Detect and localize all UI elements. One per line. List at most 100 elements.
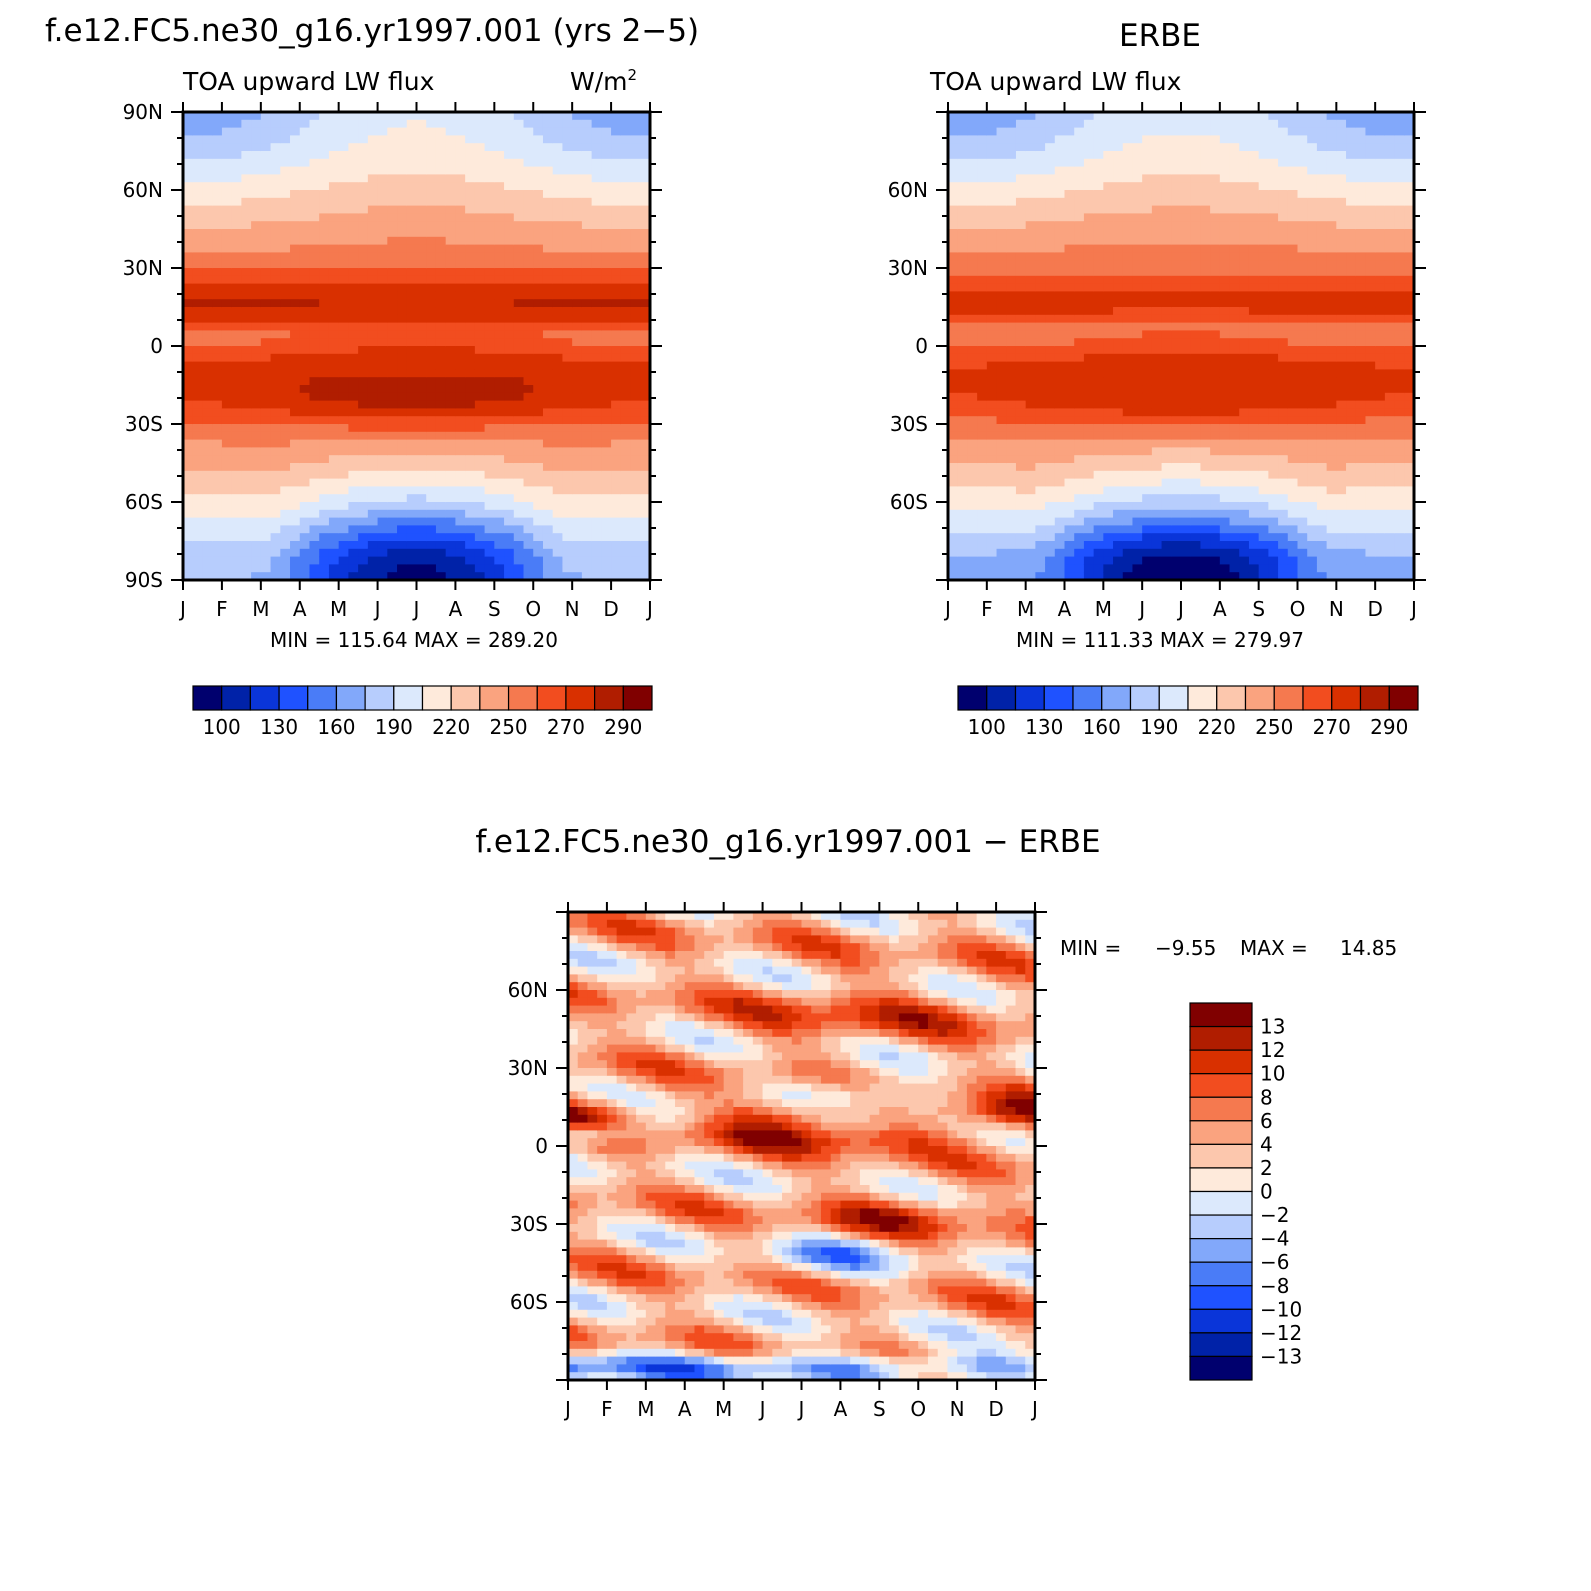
contour-cell [513, 213, 525, 222]
contour-cell [299, 229, 311, 238]
contour-cell [1045, 369, 1056, 378]
contour-cell [1161, 346, 1172, 355]
contour-cell [948, 509, 959, 519]
contour-cell [591, 112, 602, 121]
contour-cell [1045, 213, 1056, 222]
contour-cell [435, 299, 447, 308]
contour-cell [1035, 392, 1046, 402]
contour-cell [957, 190, 969, 199]
contour-cell [1006, 268, 1017, 277]
contour-cell [455, 260, 466, 269]
contour-cell [484, 283, 495, 292]
contour-cell [465, 385, 476, 394]
contour-cell [299, 346, 311, 355]
contour-cell [542, 197, 554, 207]
contour-cell [1258, 260, 1269, 269]
contour-cell [1142, 119, 1153, 129]
contour-cell [1064, 229, 1075, 238]
contour-cell [445, 166, 457, 175]
contour-cell [1035, 307, 1046, 316]
contour-cell [948, 478, 959, 487]
contour-cell [572, 338, 583, 347]
contour-cell [1025, 478, 1036, 487]
contour-cell [1229, 400, 1240, 409]
contour-cell [640, 486, 651, 495]
contour-cell [192, 494, 204, 503]
contour-cell [397, 455, 408, 464]
contour-cell [1045, 112, 1056, 121]
contour-cell [290, 385, 301, 394]
contour-cell [552, 330, 564, 339]
contour-cell [377, 330, 388, 339]
contour-cell [426, 408, 437, 417]
contour-cell [328, 564, 340, 573]
contour-cell [967, 478, 978, 487]
contour-cell [513, 517, 525, 526]
contour-cell [1122, 494, 1134, 503]
contour-cell [533, 517, 544, 526]
contour-cell [270, 260, 281, 269]
contour-cell [484, 338, 495, 347]
colorbar-swatch [507, 685, 538, 711]
contour-cell [358, 361, 369, 370]
contour-cell [445, 182, 457, 191]
contour-cell [1122, 119, 1134, 129]
contour-cell [1122, 455, 1134, 464]
contour-cell [299, 486, 311, 495]
contour-cell [1181, 447, 1192, 456]
contour-cell [996, 478, 1007, 487]
contour-cell [977, 541, 988, 550]
contour-cell [426, 424, 437, 433]
contour-cell [1151, 463, 1163, 472]
contour-cell [996, 517, 1007, 526]
contour-cell [1045, 166, 1056, 175]
contour-cell [1161, 221, 1172, 230]
contour-cell [465, 463, 476, 472]
contour-cell [986, 151, 998, 160]
colorbar-swatch [565, 685, 596, 711]
contour-cell [1190, 135, 1202, 144]
contour-cell [231, 291, 242, 300]
contour-cell [338, 244, 349, 253]
contour-cell [435, 205, 447, 214]
contour-cell [581, 151, 593, 160]
contour-cell [977, 470, 988, 480]
contour-cell [416, 369, 427, 378]
contour-cell [319, 127, 330, 136]
contour-cell [465, 158, 476, 168]
contour-cell [572, 252, 583, 261]
contour-cell [474, 275, 486, 285]
contour-cell [1103, 439, 1114, 448]
contour-cell [494, 338, 505, 347]
contour-cell [640, 564, 651, 573]
contour-cell [1239, 439, 1250, 448]
contour-cell [251, 548, 262, 558]
contour-cell [1015, 112, 1027, 121]
contour-cell [387, 166, 398, 175]
contour-cell [348, 369, 359, 378]
contour-cell [328, 478, 340, 487]
contour-cell [309, 166, 320, 175]
contour-cell [1015, 338, 1027, 347]
contour-cell [1006, 330, 1017, 339]
contour-cell [367, 431, 379, 441]
colorbar-label: 100 [203, 715, 241, 739]
contour-cell [241, 112, 252, 121]
contour-cell [1258, 455, 1269, 464]
contour-cell [416, 158, 427, 168]
contour-cell [221, 533, 233, 542]
contour-cell [387, 119, 398, 129]
contour-cell [202, 478, 213, 487]
contour-cell [513, 260, 525, 269]
contour-cell [620, 314, 632, 324]
contour-cell [494, 478, 505, 487]
contour-cell [1219, 517, 1231, 526]
contour-cell [1248, 509, 1260, 519]
contour-cell [494, 424, 505, 433]
contour-cell [967, 158, 978, 168]
contour-cell [601, 299, 612, 308]
contour-cell [1025, 424, 1036, 433]
contour-cell [533, 369, 544, 378]
contour-cell [513, 470, 525, 480]
contour-cell [416, 283, 427, 292]
